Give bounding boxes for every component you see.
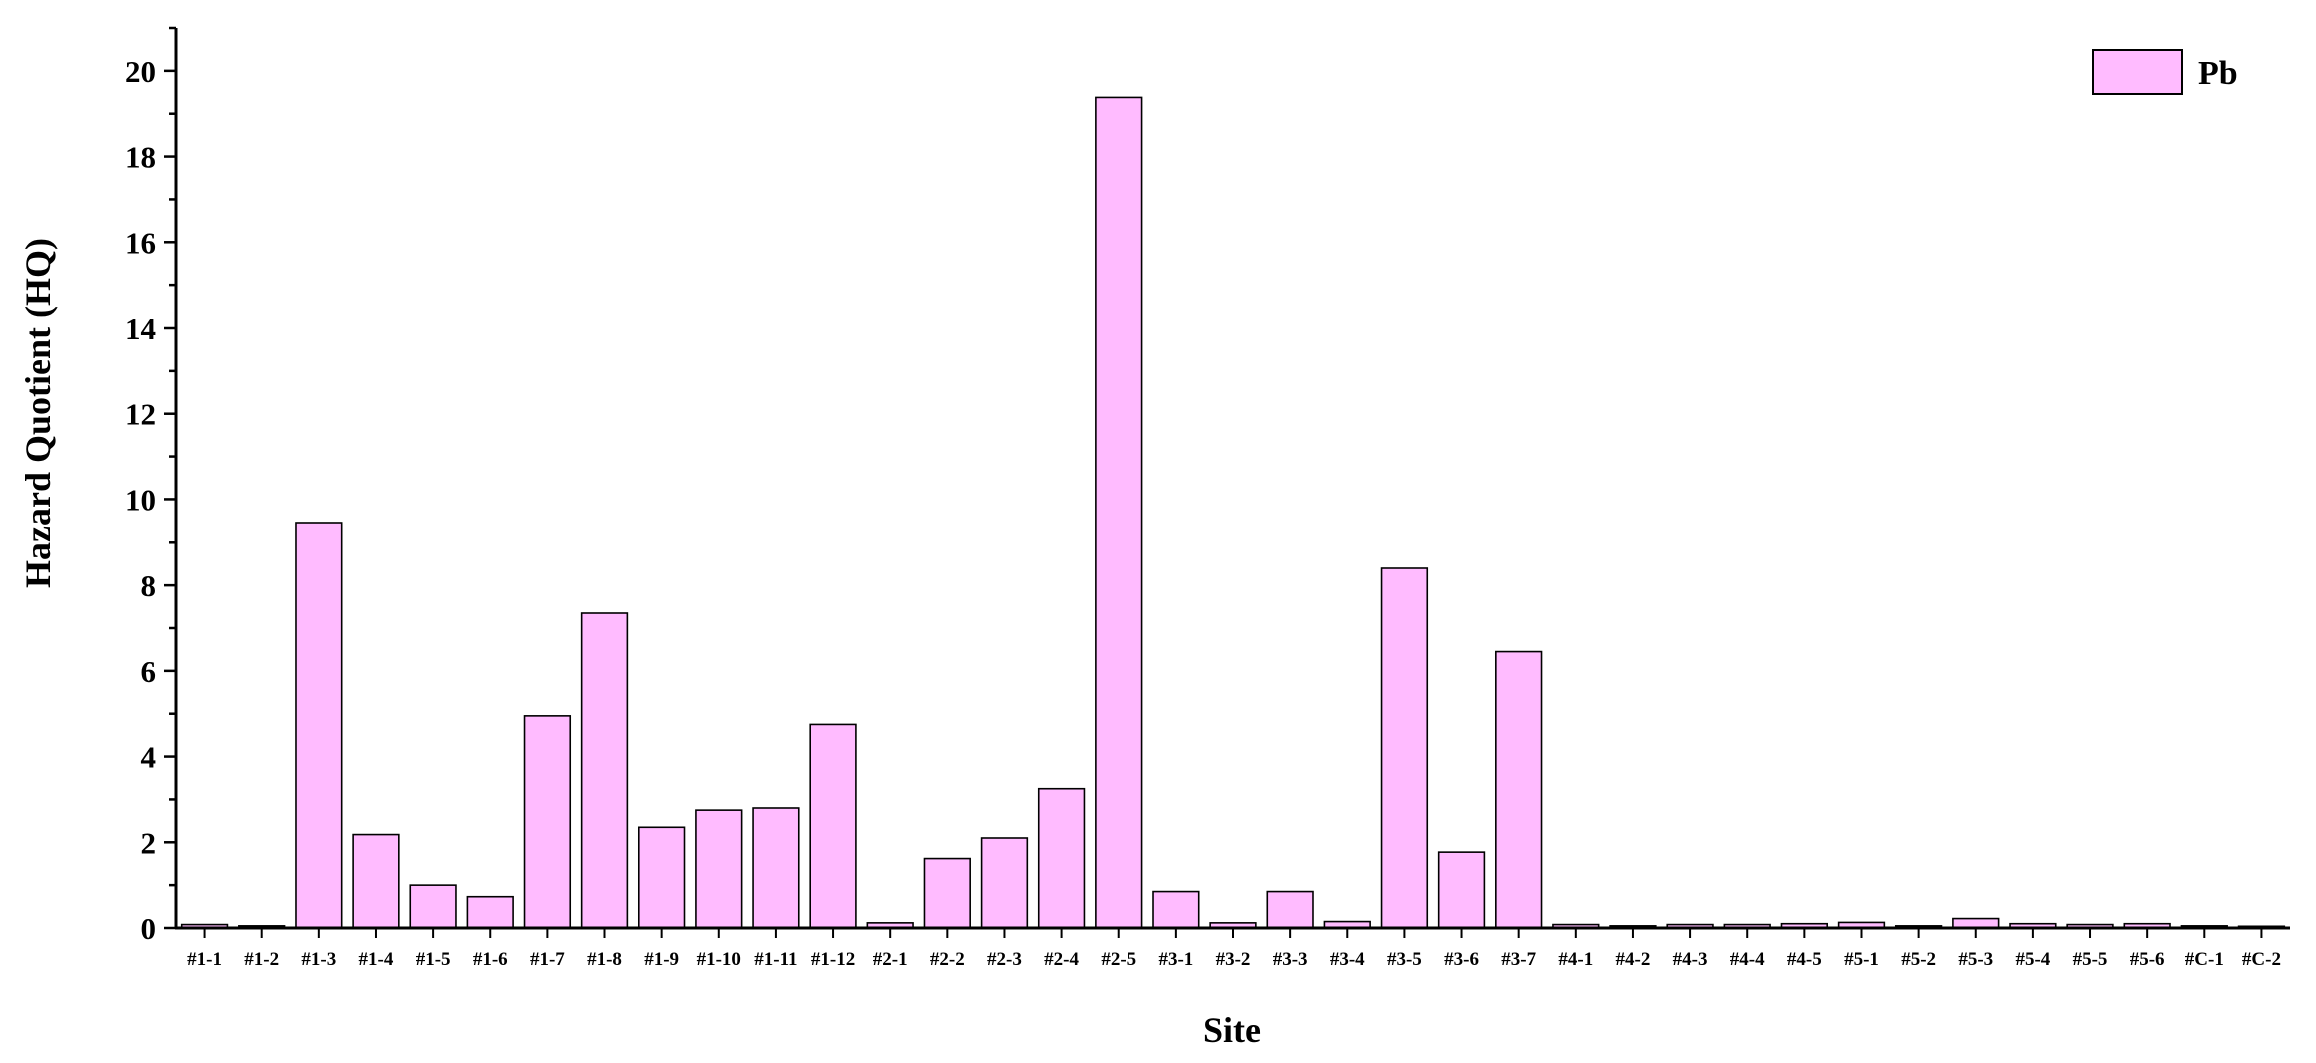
x-tick-label: #3-2 (1216, 949, 1251, 970)
bar-3-1 (1152, 890, 1200, 929)
bar-1-7 (523, 715, 572, 929)
axes-layer (164, 26, 2290, 938)
x-tick-label: #1-5 (416, 949, 451, 970)
bars-layer (180, 96, 2286, 929)
x-tick-label: #5-1 (1844, 949, 1879, 970)
legend: Pb (2092, 49, 2238, 95)
x-tick-label: #2-4 (1044, 949, 1079, 970)
bar-1-5 (409, 884, 457, 929)
x-tick-label: #2-2 (930, 949, 965, 970)
y-tick-label: 6 (141, 654, 157, 689)
bar-1-3 (295, 522, 343, 929)
bar-2-2 (923, 857, 971, 929)
x-tick-label: #2-1 (873, 949, 908, 970)
bar-2-5 (1095, 96, 1143, 929)
x-tick-label: #4-2 (1616, 949, 1651, 970)
y-tick-label: 0 (141, 911, 157, 946)
bar-1-12 (809, 723, 857, 929)
x-tick-label: #1-2 (244, 949, 279, 970)
x-tick-label: #2-5 (1101, 949, 1136, 970)
x-tick-label: #4-1 (1558, 949, 1593, 970)
bar-3-3 (1266, 890, 1314, 929)
x-tick-label: #4-5 (1787, 949, 1822, 970)
x-tick-label: #1-10 (697, 949, 741, 970)
x-tick-label: #C-2 (2242, 949, 2281, 970)
bar-1-6 (466, 895, 514, 929)
x-tick-label: #5-5 (2073, 949, 2108, 970)
x-tick-label: #1-7 (530, 949, 565, 970)
x-tick-label: #1-4 (359, 949, 394, 970)
x-tick-label: #1-8 (587, 949, 622, 970)
x-tick-label: #1-12 (811, 949, 855, 970)
x-tick-labels: #1-1 #1-2 #1-3 #1-4 #1-5 #1-6 #1-7 #1-8 #1-9 #1-1… (187, 949, 2281, 970)
y-axis-title: Hazard Quotient (HQ) (18, 238, 58, 588)
x-tick-label: #1-9 (644, 949, 679, 970)
x-tick-label: #3-5 (1387, 949, 1422, 970)
y-tick-label: 2 (141, 825, 157, 860)
x-tick-label: #5-6 (2130, 949, 2165, 970)
x-tick-label: #5-2 (1901, 949, 1936, 970)
y-tick-label: 16 (125, 225, 156, 260)
y-tick-label: 14 (125, 311, 156, 346)
bar-1-8 (580, 612, 629, 929)
x-tick-label: #5-4 (2015, 949, 2050, 970)
x-tick-label: #2-3 (987, 949, 1022, 970)
x-tick-label: #3-6 (1444, 949, 1479, 970)
y-tick-label: 10 (125, 482, 156, 517)
x-tick-label: #5-3 (1958, 949, 1993, 970)
legend-swatch-pb (2092, 49, 2183, 95)
y-tick-label: 18 (125, 140, 156, 175)
bar-3-5 (1380, 567, 1429, 929)
x-tick-label: #3-1 (1158, 949, 1193, 970)
x-tick-label: #1-6 (473, 949, 508, 970)
bar-1-9 (637, 826, 686, 929)
bar-3-6 (1437, 851, 1486, 929)
x-tick-label: #3-3 (1273, 949, 1308, 970)
x-tick-label: #1-11 (754, 949, 797, 970)
bar-1-10 (695, 809, 743, 929)
legend-label-pb: Pb (2198, 55, 2238, 92)
y-tick-label: 4 (141, 740, 157, 775)
x-tick-label: #1-3 (301, 949, 336, 970)
bar-1-11 (752, 807, 800, 929)
y-tick-label: 8 (141, 568, 157, 603)
x-tick-label: #3-4 (1330, 949, 1365, 970)
y-tick-labels: 0 2 4 6 8 10 12 14 16 18 20 (125, 54, 156, 946)
x-tick-label: #1-1 (187, 949, 222, 970)
x-tick-label: #4-3 (1673, 949, 1708, 970)
x-tick-label: #3-7 (1501, 949, 1536, 970)
x-tick-label: #4-4 (1730, 949, 1765, 970)
x-tick-label: #C-1 (2185, 949, 2224, 970)
bar-1-4 (352, 833, 400, 929)
bar-2-3 (980, 837, 1029, 929)
x-axis-title: Site (1203, 1010, 1261, 1050)
y-tick-label: 20 (125, 54, 156, 89)
bar-2-4 (1037, 787, 1086, 929)
bar-3-7 (1495, 650, 1543, 929)
y-tick-label: 12 (125, 397, 156, 432)
